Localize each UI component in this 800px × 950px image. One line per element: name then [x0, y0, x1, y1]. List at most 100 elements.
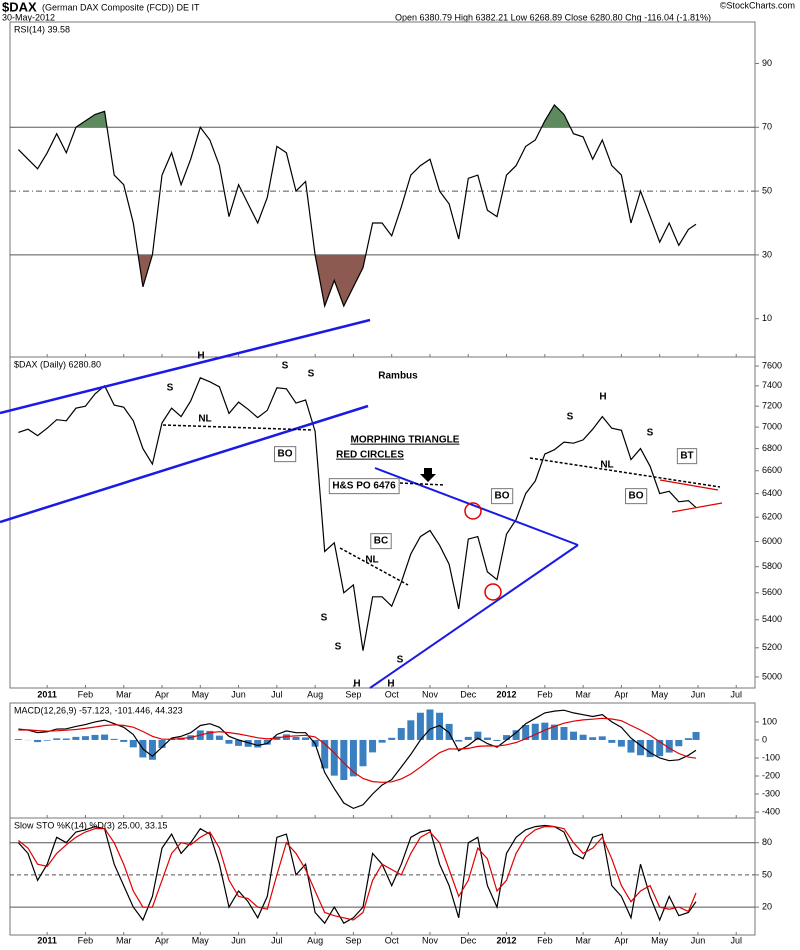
histogram-bar — [483, 737, 491, 740]
series-line — [18, 377, 697, 651]
x-axis: 2011 2011 Feb Feb Mar Mar Apr Apr May May Jun Jun Ju… — [37, 354, 742, 945]
annotation: H&S PO 6476 — [332, 481, 396, 492]
histogram-bar — [608, 739, 616, 743]
annotation: H — [599, 392, 606, 403]
panel-frame — [9, 356, 756, 689]
histogram-bar — [407, 720, 415, 740]
y-tick-label: -100 — [762, 752, 780, 762]
histogram-bar — [493, 739, 501, 742]
arrow — [420, 468, 436, 482]
x-tick-label: Aug — [307, 689, 323, 699]
x-tick-label: Jun — [231, 935, 246, 945]
panel: Slow STO %K(14) %D(3) 25.00, 33.15 20 50 80 — [9, 817, 772, 936]
x-tick-label: Sep — [345, 689, 361, 699]
annotation: H — [387, 679, 394, 690]
histogram-bar — [244, 739, 252, 747]
histogram-bar — [397, 728, 405, 740]
annotation: S — [308, 369, 315, 380]
x-tick-label: Apr — [614, 689, 628, 699]
annotation: H — [197, 351, 204, 362]
y-tick-label: 5200 — [762, 642, 782, 652]
neckline — [339, 547, 409, 586]
circle — [484, 583, 502, 601]
histogram-bar — [215, 735, 223, 740]
histogram-bar — [43, 739, 51, 741]
trendline — [369, 544, 579, 689]
histogram-bar — [550, 724, 558, 740]
x-tick-label: Mar — [116, 935, 132, 945]
histogram-bar — [570, 731, 578, 740]
panel-label: Slow STO %K(14) %D(3) 25.00, 33.15 — [14, 820, 167, 830]
x-tick-label: Mar — [575, 689, 591, 699]
series-group — [14, 709, 700, 810]
x-tick-label: Oct — [385, 689, 400, 699]
histogram-bar — [436, 712, 444, 740]
neckline — [529, 457, 721, 488]
histogram-bar — [206, 730, 214, 740]
panel-label: MACD(12,26,9) -57.123, -101.446, 44.323 — [14, 705, 183, 715]
series-line — [17, 824, 697, 925]
series-line — [17, 104, 697, 309]
y-tick-label: 30 — [762, 249, 772, 259]
histogram-bar — [617, 739, 625, 747]
x-tick-label: Aug — [307, 935, 323, 945]
annotation-box — [491, 488, 514, 505]
x-tick-label: May — [651, 935, 669, 945]
annotation-box — [328, 478, 400, 495]
x-tick-label: Jun — [691, 689, 706, 699]
series-group — [17, 824, 697, 925]
histogram-bar — [158, 739, 166, 748]
annotation: RED CIRCLES — [336, 450, 404, 461]
histogram-bar — [464, 736, 472, 740]
panel-frame — [9, 817, 756, 936]
x-tick-label: 2012 — [497, 689, 517, 699]
histogram-bar — [53, 738, 61, 740]
histogram-bar — [665, 739, 673, 753]
y-tick-label: 80 — [762, 837, 772, 847]
y-tick-label: 5800 — [762, 561, 782, 571]
histogram-bar — [522, 724, 530, 740]
histogram-bar — [340, 739, 348, 780]
histogram-bar — [321, 739, 329, 769]
histogram-bar — [388, 737, 396, 740]
y-tick-label: 50 — [762, 869, 772, 879]
y-tick-label: 100 — [762, 716, 777, 726]
chart-title: $DAX — [2, 0, 37, 14]
y-tick-label: 7600 — [762, 360, 782, 370]
trendline — [0, 318, 371, 415]
x-tick-label: Feb — [537, 689, 553, 699]
histogram-bar — [589, 737, 597, 740]
annotation-box — [625, 488, 648, 505]
drawings — [0, 318, 723, 689]
x-tick-label: May — [192, 935, 210, 945]
histogram-bar — [637, 739, 645, 756]
x-tick-label: May — [192, 689, 210, 699]
annotation: BO — [278, 449, 293, 460]
histogram-bar — [416, 712, 424, 740]
annotation: S — [282, 361, 289, 372]
histogram-bar — [330, 739, 338, 776]
trendline — [659, 479, 719, 491]
histogram-bar — [579, 734, 587, 740]
x-tick-label: Sep — [345, 935, 361, 945]
x-tick-label: 2012 — [497, 935, 517, 945]
y-tick-label: -200 — [762, 770, 780, 780]
histogram-bar — [349, 739, 357, 777]
histogram-bar — [684, 738, 692, 740]
x-tick-label: Jun — [231, 689, 246, 699]
x-tick-label: Jul — [271, 935, 283, 945]
x-tick-label: Mar — [116, 689, 132, 699]
x-tick-label: Oct — [385, 935, 400, 945]
y-tick-label: 0 — [762, 734, 767, 744]
annotation: S — [567, 412, 574, 423]
panel-label: $DAX (Daily) 6280.80 — [14, 359, 101, 369]
histogram-bar — [101, 734, 109, 740]
histogram-bar — [426, 709, 434, 740]
histogram-bar — [359, 739, 367, 767]
series-line — [18, 717, 697, 783]
histogram-bar — [369, 739, 377, 753]
x-tick-label: 2011 — [37, 935, 57, 945]
panel-label: RSI(14) 39.58 — [14, 24, 70, 34]
